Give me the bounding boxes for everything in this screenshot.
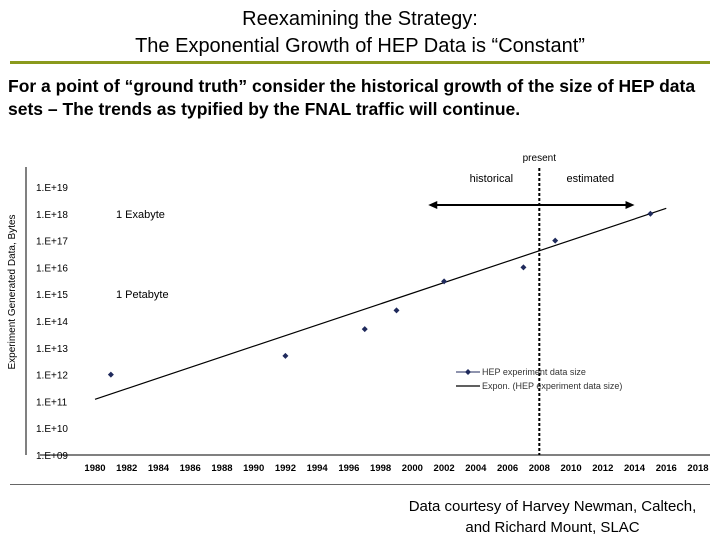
log-growth-chart: 1.E+09 1.E+10 1.E+11 1.E+12 1.E+13 1.E+14 1.E+…: [7, 153, 710, 474]
x-tick-label: 2006: [497, 463, 518, 474]
data-point: [393, 307, 400, 314]
x-tick-label: 2008: [529, 463, 550, 474]
chart-ticks: 1.E+09 1.E+10 1.E+11 1.E+12 1.E+13 1.E+14 1.E+…: [36, 183, 709, 474]
data-point: [107, 371, 114, 378]
y-tick-label: 1.E+11: [36, 397, 68, 408]
data-point: [520, 264, 527, 271]
y-tick-label: 1.E+09: [36, 451, 68, 462]
x-tick-label: 2016: [656, 463, 677, 474]
x-tick-label: 2004: [465, 463, 487, 474]
credit-line2: and Richard Mount, SLAC: [465, 519, 640, 536]
y-tick-label: 1.E+14: [36, 317, 68, 328]
range-arrow-left-head: [428, 201, 438, 209]
x-tick-label: 1994: [307, 463, 329, 474]
legend-entry-data: HEP experiment data size: [482, 367, 586, 377]
present-label: present: [523, 153, 557, 164]
x-tick-label: 1988: [211, 463, 232, 474]
petabyte-label: 1 Petabyte: [116, 289, 169, 301]
legend-entry-trend: Expon. (HEP experiment data size): [482, 381, 622, 391]
title-divider: [10, 61, 710, 64]
exabyte-label: 1 Exabyte: [116, 209, 165, 221]
y-tick-label: 1.E+12: [36, 371, 68, 382]
x-tick-label: 1982: [116, 463, 137, 474]
intro-text: For a point of “ground truth” consider t…: [8, 76, 696, 119]
chart-annotations: Experiment Generated Data, Bytes present…: [7, 153, 635, 455]
estimated-label: estimated: [566, 173, 614, 185]
slide-title: Reexamining the Strategy: The Exponentia…: [0, 6, 720, 60]
x-tick-label: 1984: [148, 463, 170, 474]
chart-axes: [25, 167, 710, 456]
x-tick-label: 1992: [275, 463, 296, 474]
range-arrow-right-head: [625, 201, 635, 209]
legend-marker-data: [465, 369, 471, 375]
x-tick-label: 2000: [402, 463, 423, 474]
x-tick-label: 1996: [338, 463, 359, 474]
y-tick-label: 1.E+16: [36, 263, 68, 274]
chart-marks: [94, 207, 667, 400]
trendline: [94, 207, 667, 400]
x-tick-label: 1998: [370, 463, 391, 474]
x-tick-label: 2012: [592, 463, 613, 474]
credit-line1: Data courtesy of Harvey Newman, Caltech,: [408, 498, 697, 515]
y-tick-label: 1.E+10: [36, 424, 68, 435]
credit-text: Data courtesy of Harvey Newman, Caltech,…: [385, 496, 720, 538]
chart-legend: HEP experiment data size Expon. (HEP exp…: [482, 367, 622, 391]
x-tick-label: 2010: [560, 463, 581, 474]
y-tick-label: 1.E+17: [36, 237, 68, 248]
data-point: [552, 237, 559, 244]
data-point: [282, 352, 289, 359]
y-tick-label: 1.E+18: [36, 210, 68, 221]
data-point: [361, 326, 368, 333]
x-tick-label: 2014: [624, 463, 646, 474]
y-tick-label: 1.E+13: [36, 344, 68, 355]
slide-title-line2: The Exponential Growth of HEP Data is “C…: [135, 35, 585, 57]
slide-title-line1: Reexamining the Strategy:: [242, 8, 478, 30]
data-point: [441, 278, 448, 285]
x-tick-label: 2002: [434, 463, 455, 474]
y-tick-label: 1.E+15: [36, 290, 68, 301]
historical-label: historical: [470, 173, 513, 185]
x-tick-label: 1990: [243, 463, 264, 474]
x-tick-label: 2018: [687, 463, 708, 474]
x-tick-label: 1986: [180, 463, 201, 474]
x-tick-label: 1980: [84, 463, 105, 474]
data-point: [647, 210, 654, 217]
y-tick-label: 1.E+19: [36, 183, 68, 194]
y-axis-label: Experiment Generated Data, Bytes: [7, 214, 18, 369]
footer-divider: [10, 484, 710, 485]
